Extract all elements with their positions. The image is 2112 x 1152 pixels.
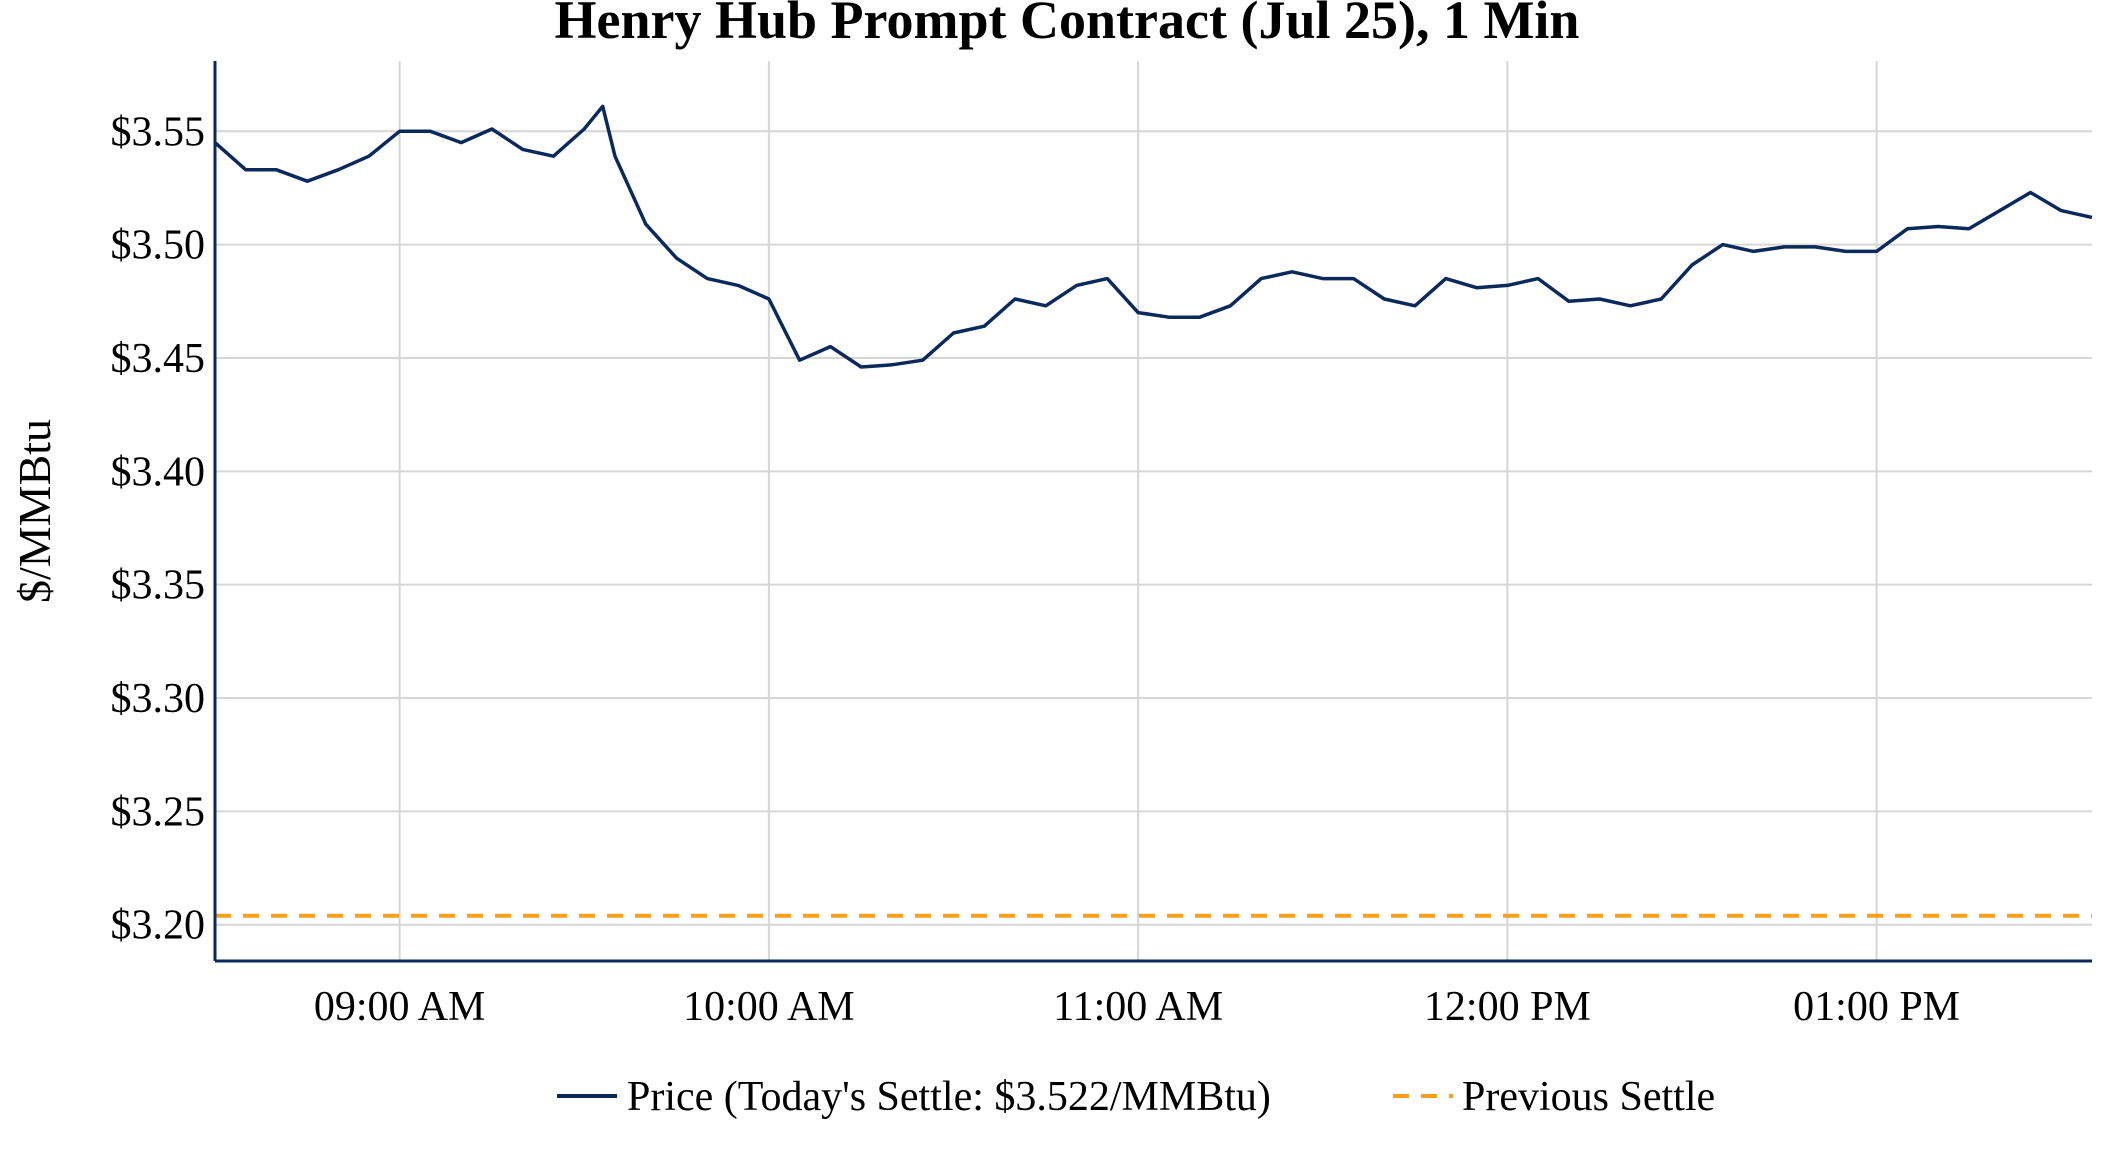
legend: Price (Today's Settle: $3.522/MMBtu) Pre… [557, 1074, 1715, 1120]
grid-lines [215, 61, 2092, 961]
y-tick-label: $3.55 [111, 109, 206, 155]
x-tick-label: 01:00 PM [1793, 984, 1960, 1030]
y-tick-label: $3.20 [111, 903, 206, 949]
y-axis-label: $/MMBtu [9, 419, 60, 603]
price-line [213, 104, 2093, 369]
x-tick-label: 09:00 AM [314, 984, 486, 1030]
legend-label-price: Price (Today's Settle: $3.522/MMBtu) [627, 1074, 1271, 1120]
y-tick-label: $3.25 [111, 789, 206, 835]
chart-title: Henry Hub Prompt Contract (Jul 25), 1 Mi… [555, 0, 1580, 50]
y-tick-label: $3.40 [111, 449, 206, 495]
x-tick-label: 11:00 AM [1053, 984, 1223, 1030]
y-tick-label: $3.30 [111, 676, 206, 722]
y-tick-label: $3.35 [111, 563, 206, 609]
x-tick-label: 10:00 AM [683, 984, 855, 1030]
axis-ticks: $3.20 $3.25 $3.30 $3.35 $3.40 $3.45 $3.50 $3.55… [111, 109, 1961, 1030]
y-tick-label: $3.50 [111, 223, 206, 269]
legend-label-previous-settle: Previous Settle [1462, 1074, 1715, 1120]
x-tick-label: 12:00 PM [1424, 984, 1591, 1030]
y-tick-label: $3.45 [111, 336, 206, 382]
series-lines [213, 104, 2093, 918]
